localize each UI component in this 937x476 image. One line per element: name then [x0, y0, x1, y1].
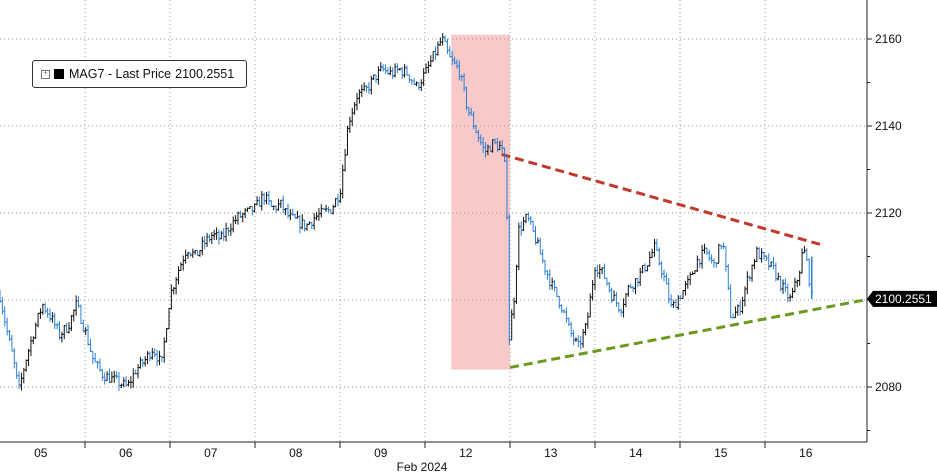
y-tick-label-2080: 2080 — [875, 380, 902, 394]
legend-last-value: 2100.2551 — [175, 67, 235, 81]
last-price-box — [867, 290, 937, 307]
y-axis: 20802100212021402160 — [867, 32, 902, 431]
x-tick-label-05: 05 — [34, 446, 48, 460]
lower-trendline — [509, 297, 872, 369]
selloff-highlight-band — [451, 34, 510, 370]
y-tick-label-2120: 2120 — [875, 206, 902, 220]
legend-swatch — [54, 69, 64, 79]
x-tick-label-13: 13 — [544, 446, 558, 460]
x-tick-label-16: 16 — [799, 446, 813, 460]
x-tick-label-07: 07 — [204, 446, 218, 460]
x-tick-label-09: 09 — [374, 446, 388, 460]
x-axis: 05 06 07 08 09 12 13 14 15 16 — [34, 442, 813, 460]
legend-series-name: MAG7 - Last Price — [69, 67, 172, 81]
x-tick-label-15: 15 — [714, 446, 728, 460]
last-price-marker: 2100.2551 — [867, 290, 937, 307]
legend-expand-icon[interactable]: + — [41, 69, 50, 79]
x-tick-label-12: 12 — [459, 446, 473, 460]
last-price-label: 2100.2551 — [875, 292, 932, 306]
legend: + MAG7 - Last Price 2100.2551 — [32, 60, 247, 88]
x-tick-label-06: 06 — [119, 446, 133, 460]
gridlines — [0, 0, 867, 442]
y-tick-label-2160: 2160 — [875, 32, 902, 46]
y-tick-label-2140: 2140 — [875, 119, 902, 133]
x-tick-label-14: 14 — [629, 446, 643, 460]
series-mag7 — [0, 33, 814, 391]
month-label: Feb 2024 — [397, 460, 448, 474]
x-tick-label-08: 08 — [289, 446, 303, 460]
